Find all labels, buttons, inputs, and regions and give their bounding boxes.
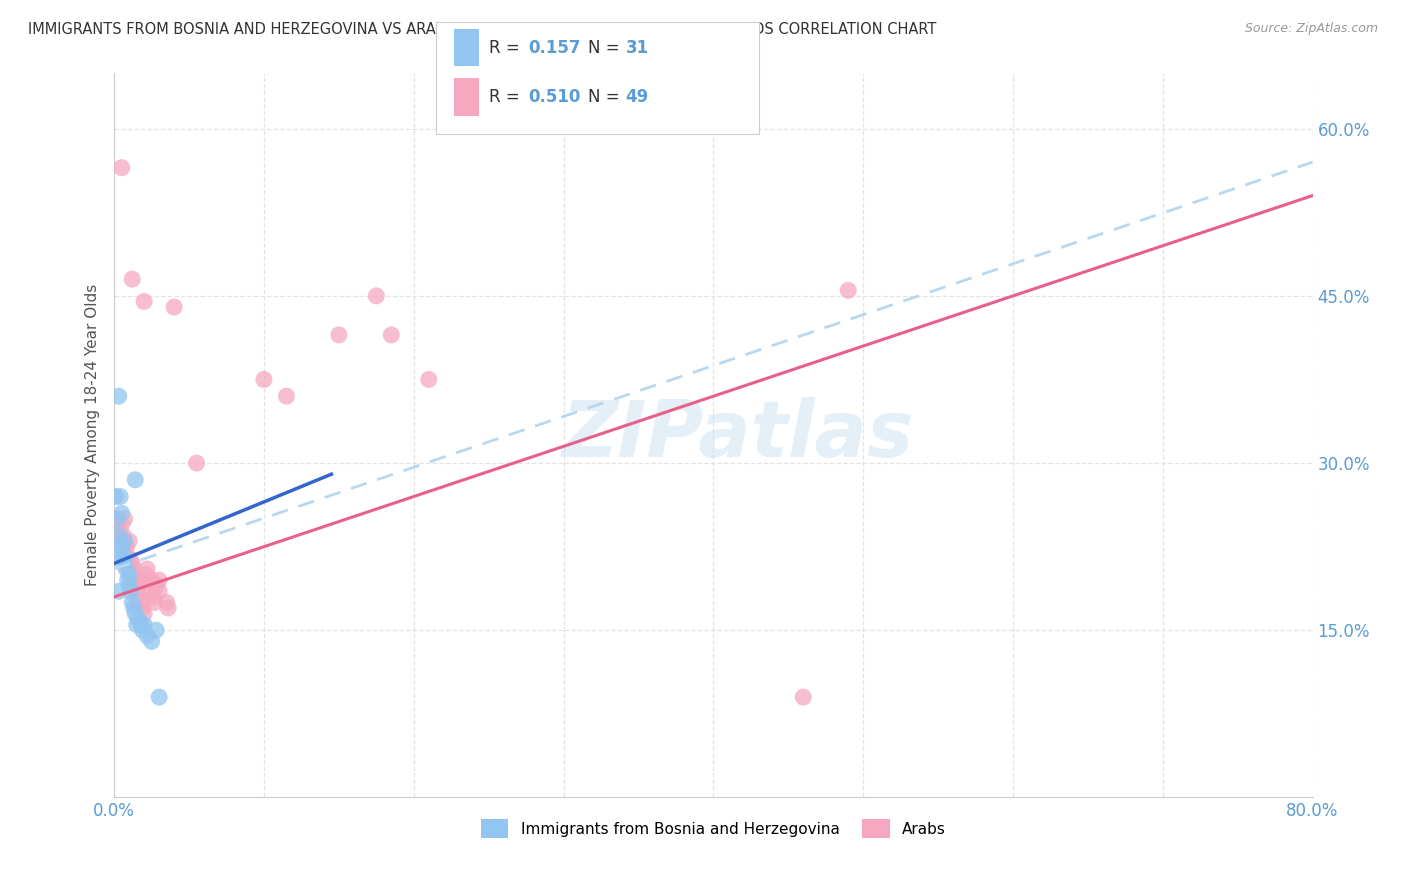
Point: [837, 283, 859, 297]
Point: [129, 595, 152, 609]
Point: [122, 562, 145, 576]
Point: [366, 289, 388, 303]
Point: [111, 161, 134, 175]
Point: [129, 617, 152, 632]
Point: [114, 512, 136, 526]
Point: [792, 690, 814, 705]
Point: [134, 607, 156, 621]
Point: [107, 584, 129, 599]
Point: [120, 584, 142, 599]
Point: [157, 601, 180, 615]
Text: Source: ZipAtlas.com: Source: ZipAtlas.com: [1244, 22, 1378, 36]
Point: [108, 490, 131, 504]
Point: [186, 456, 208, 470]
Point: [124, 473, 146, 487]
Point: [125, 617, 148, 632]
Point: [122, 601, 145, 615]
Point: [105, 512, 128, 526]
Text: N =: N =: [588, 38, 624, 57]
Point: [121, 595, 143, 609]
Point: [253, 372, 276, 386]
Point: [108, 545, 131, 559]
Point: [135, 567, 157, 582]
Point: [111, 540, 134, 554]
Point: [138, 573, 160, 587]
Point: [114, 540, 136, 554]
Point: [108, 528, 131, 542]
Point: [380, 327, 402, 342]
Point: [141, 584, 163, 599]
Point: [131, 601, 153, 615]
Point: [148, 690, 170, 705]
Text: IMMIGRANTS FROM BOSNIA AND HERZEGOVINA VS ARAB FEMALE POVERTY AMONG 18-24 YEAR O: IMMIGRANTS FROM BOSNIA AND HERZEGOVINA V…: [28, 22, 936, 37]
Point: [121, 272, 143, 286]
Point: [107, 523, 129, 537]
Point: [118, 567, 141, 582]
Point: [107, 389, 129, 403]
Point: [124, 567, 146, 582]
Point: [121, 557, 143, 571]
Point: [131, 624, 153, 638]
Point: [156, 595, 179, 609]
Point: [328, 327, 350, 342]
Point: [163, 300, 186, 314]
Text: R =: R =: [489, 38, 526, 57]
Point: [145, 624, 167, 638]
Point: [124, 607, 146, 621]
Point: [117, 573, 139, 587]
Point: [112, 557, 135, 571]
Point: [117, 550, 139, 565]
Point: [276, 389, 298, 403]
Point: [148, 573, 170, 587]
Point: [134, 617, 156, 632]
Point: [125, 573, 148, 587]
Point: [127, 595, 149, 609]
Text: 31: 31: [626, 38, 648, 57]
Text: 0.157: 0.157: [529, 38, 581, 57]
Text: R =: R =: [489, 88, 526, 106]
Point: [111, 517, 134, 532]
Point: [136, 562, 159, 576]
Point: [112, 528, 135, 542]
Point: [112, 550, 135, 565]
Point: [134, 294, 156, 309]
Point: [105, 512, 128, 526]
Text: ZIPatlas: ZIPatlas: [561, 397, 914, 474]
Point: [142, 590, 165, 604]
Point: [114, 550, 136, 565]
Point: [115, 562, 138, 576]
Point: [111, 506, 134, 520]
Text: 49: 49: [626, 88, 650, 106]
Point: [118, 579, 141, 593]
Point: [136, 629, 159, 643]
Point: [141, 573, 163, 587]
Point: [118, 550, 141, 565]
Point: [104, 490, 127, 504]
Point: [122, 573, 145, 587]
Point: [145, 579, 167, 593]
Point: [114, 534, 136, 549]
Point: [120, 557, 142, 571]
Point: [121, 573, 143, 587]
Point: [127, 612, 149, 626]
Y-axis label: Female Poverty Among 18-24 Year Olds: Female Poverty Among 18-24 Year Olds: [86, 284, 100, 586]
Point: [125, 584, 148, 599]
Point: [118, 534, 141, 549]
Point: [107, 528, 129, 542]
Point: [115, 540, 138, 554]
Legend: Immigrants from Bosnia and Herzegovina, Arabs: Immigrants from Bosnia and Herzegovina, …: [475, 814, 952, 844]
Point: [143, 595, 166, 609]
Point: [148, 584, 170, 599]
Point: [141, 634, 163, 648]
Text: 0.510: 0.510: [529, 88, 581, 106]
Point: [418, 372, 440, 386]
Point: [127, 584, 149, 599]
Text: N =: N =: [588, 88, 624, 106]
